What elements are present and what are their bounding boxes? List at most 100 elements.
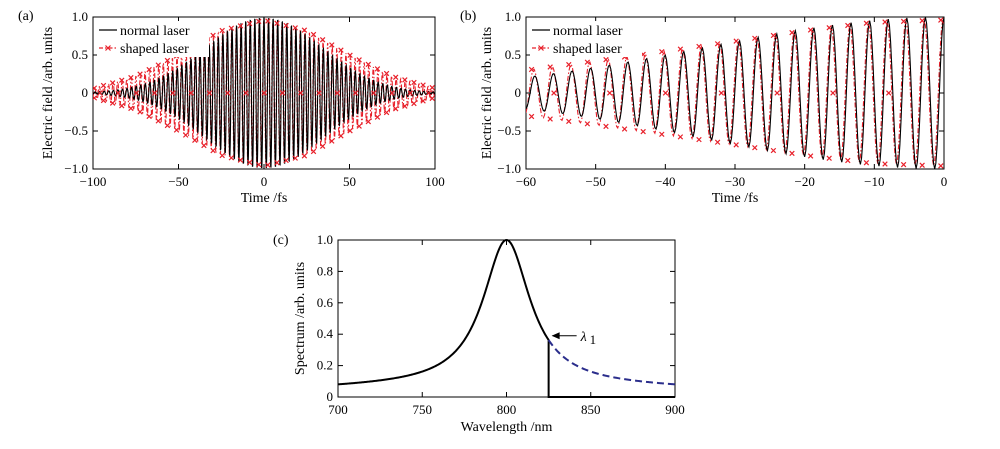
series-shaped-laser-marker — [374, 66, 381, 72]
series-shaped-laser-marker — [292, 25, 298, 31]
y-tick-label: −1.0 — [497, 161, 521, 176]
series-shaped-laser-marker — [119, 77, 125, 83]
x-tick-label: 850 — [581, 402, 601, 417]
series-shaped-laser-marker — [365, 61, 372, 68]
series-shaped-laser-marker — [128, 105, 134, 112]
x-axis-label: Time /fs — [241, 191, 288, 206]
series-shaped-laser-marker — [402, 77, 408, 83]
legend: normal laser shaped laser — [97, 21, 209, 57]
series-shaped-laser-marker — [714, 41, 721, 47]
series-shaped-laser-marker — [319, 37, 326, 43]
series-shaped-laser-marker — [146, 113, 152, 120]
series-shaped-laser-marker — [261, 90, 267, 96]
series-shaped-laser-marker — [882, 161, 888, 167]
series-shaped-laser-marker — [237, 23, 244, 29]
series-shaped-laser-marker — [243, 90, 249, 96]
series-shaped-laser-marker — [429, 95, 435, 102]
series-shaped-laser-marker — [292, 155, 298, 161]
series-shaped-laser-marker — [155, 62, 162, 68]
y-tick-label: 1.0 — [72, 9, 88, 24]
series-shaped-laser-marker — [206, 90, 213, 96]
panel-label: (b) — [460, 9, 477, 24]
series-shaped-laser-markers — [528, 17, 944, 169]
series-shaped-laser-marker — [219, 152, 225, 159]
series-shaped-laser-marker — [319, 143, 326, 149]
series-shaped-laser-marker — [826, 25, 832, 31]
series-shaped-laser-marker — [584, 59, 591, 65]
x-tick-label: −60 — [516, 174, 536, 189]
series-shaped-laser-marker — [338, 47, 344, 53]
series-shaped-laser-marker — [115, 90, 121, 96]
legend-shaped-laser-marker — [105, 45, 111, 51]
series-shaped-laser-marker — [677, 46, 684, 52]
series-normal-laser-line — [93, 17, 435, 169]
y-tick-label: 1.0 — [317, 232, 333, 247]
series-shaped-laser-marker — [606, 90, 613, 96]
series-shaped-laser-marker — [752, 144, 758, 151]
series-shaped-laser-marker — [352, 90, 359, 96]
series-shaped-laser-marker — [392, 106, 399, 112]
series-shaped-laser-marker — [659, 131, 665, 138]
series-shaped-laser-marker — [256, 18, 262, 25]
series-shaped-laser-marker — [383, 70, 390, 77]
series-shaped-laser-marker — [365, 118, 372, 125]
series-shaped-laser-marker — [885, 90, 892, 96]
y-tick-label: 0.2 — [317, 358, 333, 373]
series-shaped-laser-marker — [188, 90, 194, 96]
series-shaped-laser-marker — [389, 90, 395, 96]
series-shaped-laser-markers — [93, 18, 435, 168]
series-shaped-laser-marker — [830, 90, 836, 96]
y-tick-label: 0.6 — [317, 295, 334, 310]
series-shaped-laser-marker — [566, 61, 572, 68]
series-shaped-laser-marker — [100, 97, 107, 104]
annotation-lambda-subscript: 1 — [590, 332, 597, 347]
series-shaped-laser-marker — [374, 114, 381, 120]
series-shaped-laser-marker — [528, 66, 535, 73]
series-shaped-laser-marker — [301, 153, 308, 159]
series-shaped-laser-marker — [237, 157, 244, 163]
y-tick-label: 0 — [515, 85, 522, 100]
series-shaped-laser-marker — [752, 35, 758, 42]
y-axis-label: Electric field /arb. units — [41, 27, 56, 159]
series-shaped-laser-marker — [347, 128, 353, 134]
series-shaped-laser-marker — [137, 71, 143, 77]
x-tick-label: 750 — [413, 402, 433, 417]
series-shaped-laser-marker — [584, 121, 591, 127]
y-tick-label: 0.5 — [505, 47, 521, 62]
series-shaped-laser-marker — [677, 134, 684, 140]
series-shaped-laser-marker — [228, 155, 235, 161]
series-shaped-laser-marker — [97, 90, 103, 96]
series-shaped-laser-marker — [429, 84, 435, 91]
x-tick-label: −30 — [725, 174, 745, 189]
series-shaped-laser-marker — [210, 32, 216, 39]
series-shaped-laser-marker — [298, 90, 304, 96]
series-shaped-laser-marker — [356, 57, 362, 63]
series-shaped-laser-marker — [826, 155, 832, 161]
x-tick-label: 100 — [425, 174, 445, 189]
legend-shaped-laser-label: shaped laser — [553, 42, 622, 57]
series-shaped-laser-marker — [246, 159, 253, 166]
plot-area — [526, 17, 944, 169]
series-shaped-laser-marker — [128, 74, 134, 81]
x-tick-label: −40 — [655, 174, 675, 189]
series-shaped-laser-marker — [696, 136, 702, 143]
series-shaped-laser-marker — [863, 160, 870, 166]
series-shaped-laser-marker — [714, 139, 721, 145]
series-shaped-laser-marker — [411, 79, 417, 86]
series-shaped-laser-marker — [919, 162, 925, 168]
series-shaped-laser-marker — [210, 147, 216, 154]
x-axis-label: Wavelength /nm — [461, 420, 553, 435]
y-tick-label: −0.5 — [64, 123, 88, 138]
series-shaped-laser-marker — [900, 18, 907, 25]
series-spectrum-dashed-line — [547, 339, 676, 386]
series-shaped-laser-marker — [938, 17, 944, 23]
series-shaped-laser-marker — [640, 128, 646, 135]
annotation-lambda-label: λ — [580, 330, 587, 345]
series-shaped-laser-marker — [718, 90, 725, 96]
series-shaped-laser-marker — [146, 66, 152, 73]
series-shaped-laser-marker — [882, 19, 888, 25]
series-shaped-laser-marker — [133, 90, 140, 96]
y-tick-label: 0 — [327, 389, 334, 404]
